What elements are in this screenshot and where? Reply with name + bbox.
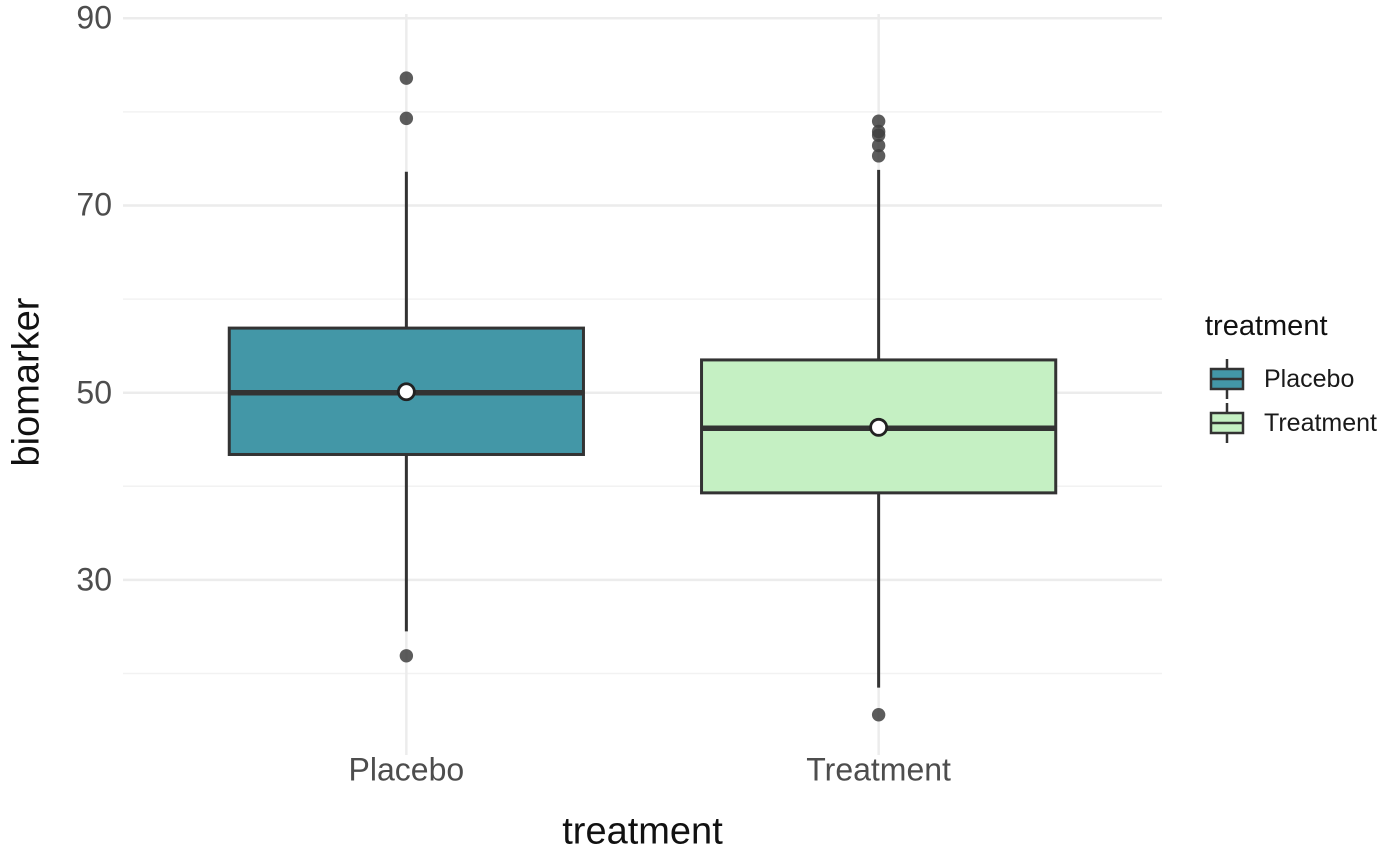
y-tick-label: 50 bbox=[76, 374, 112, 411]
outlier-point-placebo bbox=[399, 71, 414, 85]
mean-point-placebo bbox=[396, 382, 416, 402]
legend: treatment Placebo Treatment bbox=[1205, 310, 1377, 445]
outlier-point-treatment bbox=[871, 128, 886, 142]
legend-label: Treatment bbox=[1264, 408, 1378, 437]
legend-key-boxplot-icon bbox=[1209, 359, 1245, 399]
mean-point-treatment bbox=[869, 417, 889, 437]
outlier-point-treatment bbox=[871, 149, 886, 163]
boxplot-canvas bbox=[123, 14, 1162, 755]
outlier-point-placebo bbox=[399, 649, 414, 663]
outlier-point-treatment bbox=[871, 138, 886, 153]
legend-title: treatment bbox=[1205, 310, 1328, 342]
y-tick-label: 70 bbox=[76, 186, 112, 223]
x-tick-label-treatment: Treatment bbox=[806, 751, 951, 788]
outlier-point-placebo bbox=[399, 111, 414, 126]
plot-panel bbox=[123, 14, 1162, 755]
outlier-point-treatment bbox=[871, 114, 886, 128]
x-tick-label-placebo: Placebo bbox=[348, 751, 465, 788]
legend-item-placebo: Placebo bbox=[1205, 357, 1377, 401]
legend-item-treatment: Treatment bbox=[1205, 401, 1377, 445]
outlier-point-treatment bbox=[871, 708, 886, 722]
x-axis-title: treatment bbox=[562, 810, 723, 853]
legend-items: Placebo Treatment bbox=[1205, 357, 1377, 445]
legend-label: Placebo bbox=[1264, 364, 1355, 393]
legend-key-boxplot-icon bbox=[1209, 403, 1245, 443]
y-tick-label: 30 bbox=[76, 561, 112, 598]
y-tick-label: 90 bbox=[76, 0, 112, 36]
